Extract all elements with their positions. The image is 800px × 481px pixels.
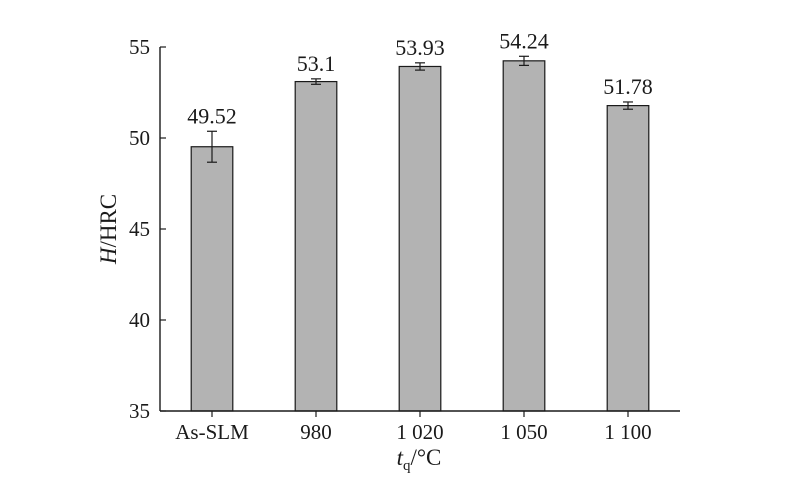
data-label: 54.24	[499, 28, 549, 53]
y-ticks-group: 35 40 45 50 55	[129, 35, 166, 423]
bar	[190, 146, 234, 412]
y-tick-label: 35	[129, 399, 150, 423]
y-tick-label: 45	[129, 217, 150, 241]
bar	[606, 105, 650, 412]
x-tick-label: 1 050	[500, 420, 547, 444]
bar	[502, 60, 546, 412]
y-tick-label: 55	[129, 35, 150, 59]
x-axis-title: tq/°C	[397, 445, 442, 474]
data-label: 49.52	[187, 103, 237, 128]
y-axis-title: H/HRC	[96, 194, 121, 265]
x-tick-label: As-SLM	[175, 420, 249, 444]
x-tick-label: 1 100	[604, 420, 651, 444]
x-tick-label: 980	[300, 420, 332, 444]
x-ticks-group: As-SLM 980 1 020 1 050 1 100	[175, 411, 652, 444]
y-tick-label: 40	[129, 308, 150, 332]
error-bars-group	[207, 55, 633, 163]
bars-group	[190, 60, 650, 412]
x-tick-label: 1 020	[396, 420, 443, 444]
bar	[294, 80, 338, 412]
y-tick-label: 50	[129, 126, 150, 150]
data-label: 53.93	[395, 35, 445, 60]
data-label: 53.1	[297, 51, 336, 76]
data-label: 51.78	[603, 74, 653, 99]
data-labels-group: 49.52 53.1 53.93 54.24 51.78	[187, 28, 653, 128]
bar	[398, 65, 442, 412]
